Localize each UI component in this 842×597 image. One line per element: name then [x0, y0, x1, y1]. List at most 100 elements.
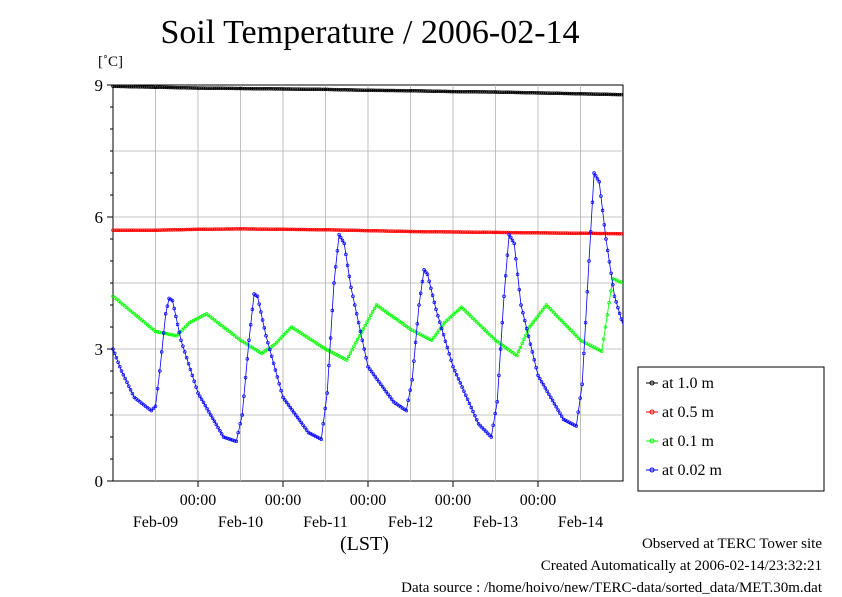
data-point: [605, 248, 610, 253]
data-point: [552, 311, 556, 315]
data-point: [497, 373, 501, 378]
data-point: [338, 228, 343, 232]
data-point: [578, 231, 583, 236]
data-point: [303, 425, 307, 430]
data-point: [342, 88, 346, 92]
data-point: [192, 379, 196, 384]
data-point: [576, 92, 581, 96]
data-point: [381, 229, 385, 233]
data-point: [225, 227, 230, 231]
data-point: [113, 84, 117, 89]
data-point: [308, 431, 313, 436]
data-point: [180, 328, 184, 332]
data-point: [284, 227, 289, 232]
data-point: [137, 228, 141, 232]
data-point: [518, 345, 523, 350]
data-point: [512, 90, 516, 95]
data-point: [338, 87, 343, 92]
data-point: [430, 338, 434, 342]
data-point: [406, 229, 411, 234]
data-point: [371, 229, 376, 233]
data-point: [184, 356, 189, 360]
data-point: [360, 338, 365, 342]
data-point: [443, 230, 448, 234]
data-point: [505, 253, 510, 257]
data-point: [157, 85, 161, 90]
data-point: [345, 88, 350, 92]
data-point: [278, 336, 282, 341]
data-point: [436, 314, 440, 318]
data-point: [214, 422, 218, 427]
data-point: [399, 229, 404, 234]
data-point: [229, 227, 234, 231]
data-point: [259, 86, 263, 91]
data-point: [155, 386, 160, 391]
data-point: [491, 336, 496, 341]
data-point: [283, 227, 287, 232]
data-point: [390, 229, 394, 233]
data-point: [290, 87, 294, 91]
data-point: [412, 89, 416, 93]
data-point: [275, 87, 280, 91]
data-point: [499, 90, 503, 94]
data-point: [433, 333, 438, 337]
data-point: [432, 300, 437, 305]
data-point: [558, 231, 562, 235]
data-point: [257, 86, 261, 91]
data-point: [379, 229, 383, 233]
data-point: [275, 375, 280, 379]
data-point: [294, 87, 298, 91]
data-point: [514, 257, 518, 261]
data-point: [473, 230, 477, 234]
data-point: [619, 92, 623, 97]
data-point: [560, 231, 564, 235]
data-point: [438, 89, 442, 94]
data-point: [281, 87, 285, 91]
data-point: [567, 91, 572, 96]
data-point: [218, 227, 222, 231]
data-point: [262, 326, 267, 330]
data-point: [175, 85, 180, 90]
data-point: [184, 324, 188, 329]
data-point: [510, 238, 515, 243]
data-point: [393, 229, 398, 233]
data-point: [173, 333, 177, 338]
data-point: [205, 86, 209, 90]
data-point: [151, 406, 156, 411]
data-point: [244, 227, 248, 231]
data-point: [604, 92, 609, 97]
data-point: [534, 365, 538, 370]
data-point: [523, 230, 527, 235]
data-point: [361, 327, 366, 331]
data-point: [487, 433, 492, 437]
data-point: [116, 228, 121, 232]
data-point: [520, 341, 524, 346]
data-point: [485, 431, 490, 435]
data-point: [167, 332, 171, 336]
data-point: [584, 92, 588, 96]
data-point: [420, 279, 425, 284]
data-point: [223, 86, 228, 91]
data-point: [279, 388, 283, 393]
data-point: [545, 231, 549, 235]
data-point: [510, 230, 514, 235]
data-point: [476, 422, 481, 426]
data-point: [397, 88, 402, 93]
data-point: [232, 439, 237, 443]
data-point: [475, 230, 479, 234]
data-point: [561, 320, 566, 325]
data-point: [120, 84, 124, 89]
data-point: [354, 312, 359, 316]
legend-swatch-marker: [649, 467, 655, 473]
data-point: [617, 231, 622, 236]
data-point: [472, 318, 477, 322]
data-point: [465, 397, 470, 402]
data-point: [157, 228, 161, 232]
data-point: [325, 391, 329, 395]
data-point: [212, 227, 217, 231]
data-point: [266, 227, 270, 231]
data-point: [499, 230, 503, 235]
data-point: [242, 394, 246, 399]
data-point: [190, 86, 195, 90]
